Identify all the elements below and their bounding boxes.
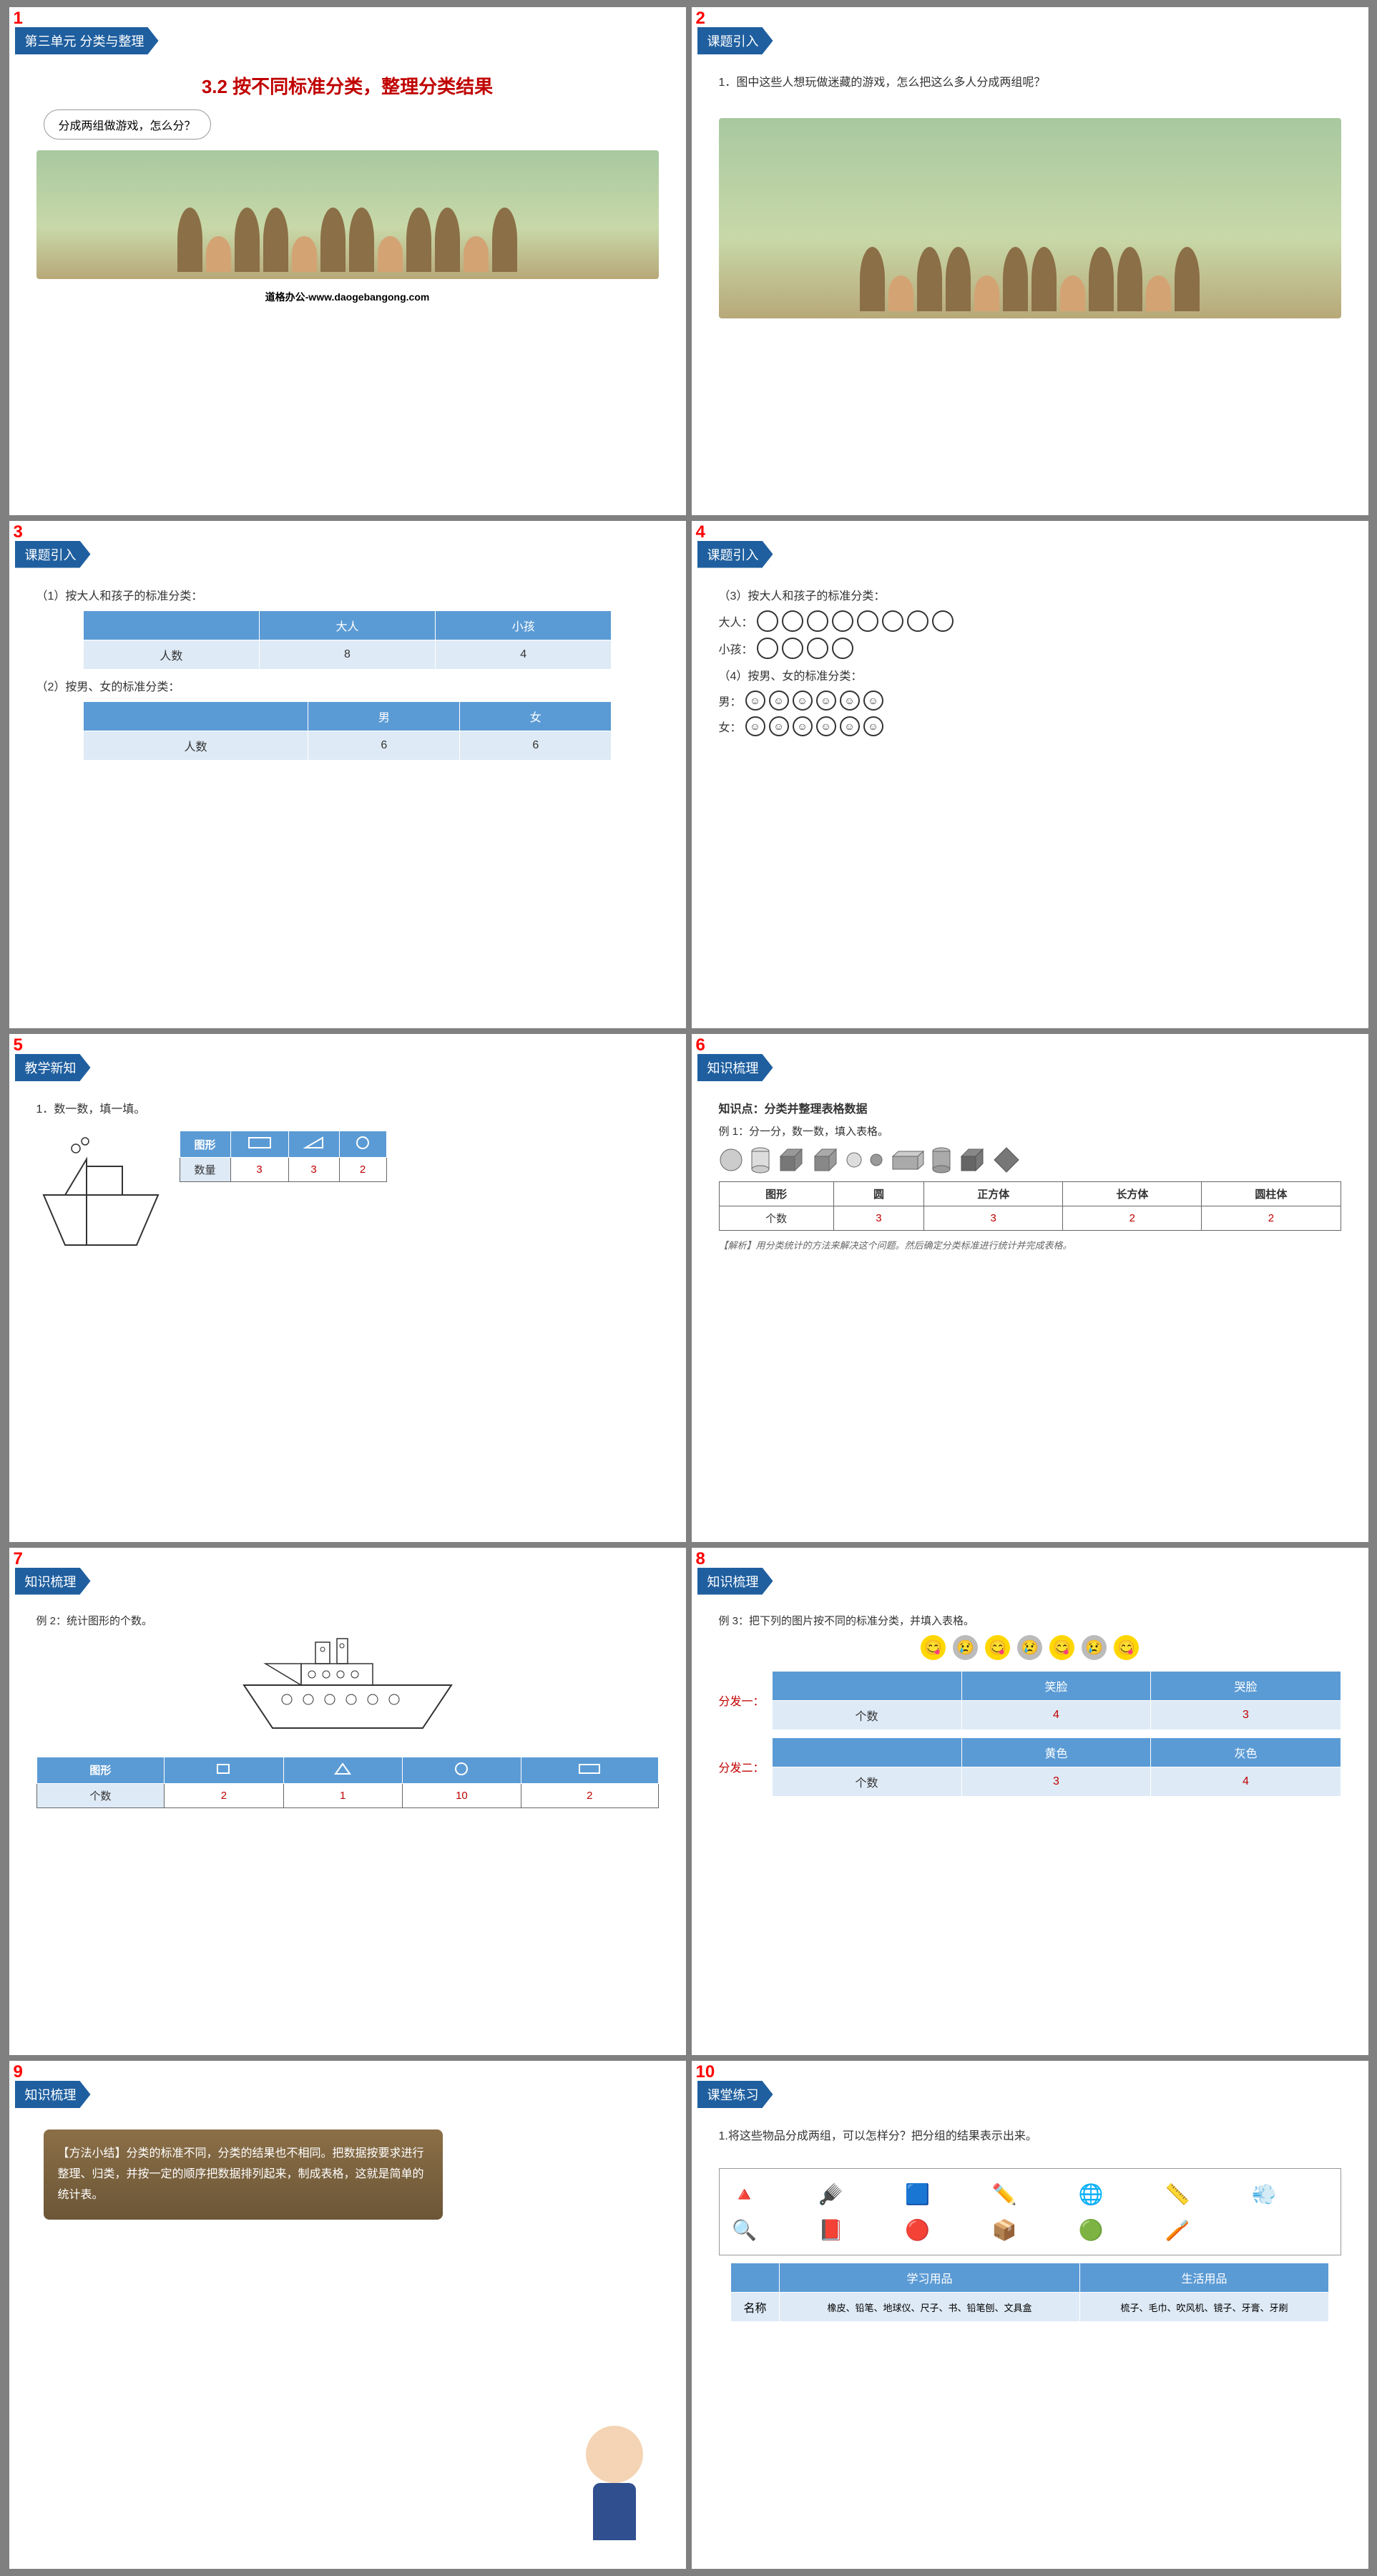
ship-diagram-2 bbox=[222, 1635, 473, 1750]
slide-1: 1 第三单元 分类与整理 3.2 按不同标准分类，整理分类结果 分成两组做游戏，… bbox=[9, 7, 686, 515]
towel-icon: 🟦 bbox=[903, 2180, 932, 2208]
example-text: 例 1：分一分，数一数，填入表格。 bbox=[719, 1123, 1341, 1138]
group-1-label: 分发一： bbox=[719, 1692, 765, 1709]
adults-row: 大人： bbox=[719, 610, 1341, 632]
knowledge-point: 知识点：分类并整理表格数据 bbox=[719, 1099, 1341, 1116]
question-4: （4）按男、女的标准分类： bbox=[719, 666, 1341, 683]
example-text: 例 3：把下列的图片按不同的标准分类，并填入表格。 bbox=[719, 1613, 1341, 1628]
slide-2: 2 课题引入 1．图中这些人想玩做迷藏的游戏，怎么把这么多人分成两组呢？ bbox=[692, 7, 1368, 515]
slide-number: 4 bbox=[696, 522, 705, 542]
slide-number: 8 bbox=[696, 1549, 705, 1569]
slide-10: 10 课堂练习 1.将这些物品分成两组，可以怎样分？把分组的结果表示出来。 🔺 … bbox=[692, 2061, 1368, 2569]
character-illustration bbox=[572, 2426, 657, 2555]
table-faces: 笑脸哭脸 个数43 bbox=[772, 1671, 1341, 1730]
slide-6: 6 知识梳理 知识点：分类并整理表格数据 例 1：分一分，数一数，填入表格。 图… bbox=[692, 1034, 1368, 1542]
slide-7: 7 知识梳理 例 2：统计图形的个数。 图形 bbox=[9, 1548, 686, 2056]
watermark: 道格办公-www.daogebangong.com bbox=[15, 290, 680, 304]
slide-number: 9 bbox=[14, 2062, 23, 2082]
table-colors: 黄色灰色 个数34 bbox=[772, 1737, 1341, 1797]
table-male-female: 男女 人数66 bbox=[83, 701, 612, 761]
slide-8: 8 知识梳理 例 3：把下列的图片按不同的标准分类，并填入表格。 😋😢😋 😢😋😢… bbox=[692, 1548, 1368, 2056]
ruler-icon: 📏 bbox=[1163, 2180, 1192, 2208]
slide-number: 10 bbox=[696, 2062, 715, 2082]
comb-icon: 🪮 bbox=[817, 2180, 846, 2208]
question-text: 1．图中这些人想玩做迷藏的游戏，怎么把这么多人分成两组呢？ bbox=[719, 72, 1341, 89]
toothpaste-icon: 🟢 bbox=[1077, 2215, 1105, 2244]
people-illustration bbox=[36, 150, 659, 279]
lesson-title: 3.2 按不同标准分类，整理分类结果 bbox=[15, 72, 680, 99]
toothbrush-icon: 🪥 bbox=[1163, 2215, 1192, 2244]
section-header: 课题引入 bbox=[697, 541, 773, 568]
slide-number: 7 bbox=[14, 1549, 23, 1569]
pencil-icon: ✏️ bbox=[990, 2180, 1019, 2208]
slide-number: 5 bbox=[14, 1035, 23, 1055]
slide-number: 2 bbox=[696, 9, 705, 29]
slide-9: 9 知识梳理 【方法小结】分类的标准不同，分类的结果也不相同。把数据按要求进行整… bbox=[9, 2061, 686, 2569]
method-summary: 【方法小结】分类的标准不同，分类的结果也不相同。把数据按要求进行整理、归类，并按… bbox=[44, 2129, 443, 2220]
shape-count-table: 图形 数量 3 3 2 bbox=[180, 1131, 387, 1182]
kids-row: 小孩： bbox=[719, 638, 1341, 659]
section-header: 知识梳理 bbox=[697, 1568, 773, 1595]
eraser-icon: 🔺 bbox=[730, 2180, 759, 2208]
shapes-3d-row bbox=[719, 1146, 1341, 1174]
mirror-icon: 🔍 bbox=[730, 2215, 759, 2244]
section-header: 课题引入 bbox=[697, 27, 773, 54]
section-header: 知识梳理 bbox=[697, 1054, 773, 1081]
book-icon: 📕 bbox=[817, 2215, 846, 2244]
shape-count-table-2: 图形 个数 2 1 10 2 bbox=[36, 1757, 659, 1808]
slide-number: 1 bbox=[14, 9, 23, 29]
male-row: 男： ☺☺☺ ☺☺☺ bbox=[719, 691, 1341, 711]
emoji-row: 😋😢😋 😢😋😢😋 bbox=[719, 1635, 1341, 1660]
ship-diagram bbox=[36, 1131, 165, 1259]
slide-5: 5 教学新知 1．数一数，填一填。 图形 数量 bbox=[9, 1034, 686, 1542]
items-category-table: 学习用品生活用品 名称 橡皮、铅笔、地球仪、尺子、书、铅笔刨、文具盒 梳子、毛巾… bbox=[730, 2263, 1329, 2322]
speech-bubble: 分成两组做游戏，怎么分？ bbox=[44, 109, 211, 140]
question: 1．数一数，填一填。 bbox=[36, 1099, 659, 1116]
sharpener-icon: 🔴 bbox=[903, 2215, 932, 2244]
shapes-3d-table: 图形 圆 正方体 长方体 圆柱体 个数 3 3 2 2 bbox=[719, 1181, 1341, 1231]
slide-4: 4 课题引入 （3）按大人和孩子的标准分类： 大人： 小孩： （4）按男、女的标… bbox=[692, 521, 1368, 1029]
group-2-label: 分发二： bbox=[719, 1758, 765, 1775]
slide-number: 3 bbox=[14, 522, 23, 542]
table-adults-kids: 大人小孩 人数84 bbox=[83, 610, 612, 670]
slide-3: 3 课题引入 （1）按大人和孩子的标准分类： 大人小孩 人数84 （2）按男、女… bbox=[9, 521, 686, 1029]
section-header: 课题引入 bbox=[15, 541, 91, 568]
items-grid: 🔺 🪮 🟦 ✏️ 🌐 📏 💨 🔍 📕 🔴 📦 🟢 🪥 bbox=[719, 2168, 1341, 2255]
section-header: 知识梳理 bbox=[15, 1568, 91, 1595]
section-header: 教学新知 bbox=[15, 1054, 91, 1081]
question: 1.将这些物品分成两组，可以怎样分？把分组的结果表示出来。 bbox=[719, 2126, 1341, 2143]
section-header: 课堂练习 bbox=[697, 2081, 773, 2108]
pencilcase-icon: 📦 bbox=[990, 2215, 1019, 2244]
question-2: （2）按男、女的标准分类： bbox=[36, 677, 659, 694]
female-row: 女： ☺☺☺ ☺☺☺ bbox=[719, 716, 1341, 736]
hairdryer-icon: 💨 bbox=[1250, 2180, 1278, 2208]
people-illustration bbox=[719, 118, 1341, 318]
globe-icon: 🌐 bbox=[1077, 2180, 1105, 2208]
question-3: （3）按大人和孩子的标准分类： bbox=[719, 586, 1341, 603]
example-text: 例 2：统计图形的个数。 bbox=[36, 1613, 659, 1628]
unit-header: 第三单元 分类与整理 bbox=[15, 27, 159, 54]
question-1: （1）按大人和孩子的标准分类： bbox=[36, 586, 659, 603]
analysis-note: 【解析】用分类统计的方法来解决这个问题。然后确定分类标准进行统计并完成表格。 bbox=[719, 1238, 1341, 1252]
section-header: 知识梳理 bbox=[15, 2081, 91, 2108]
slide-number: 6 bbox=[696, 1035, 705, 1055]
